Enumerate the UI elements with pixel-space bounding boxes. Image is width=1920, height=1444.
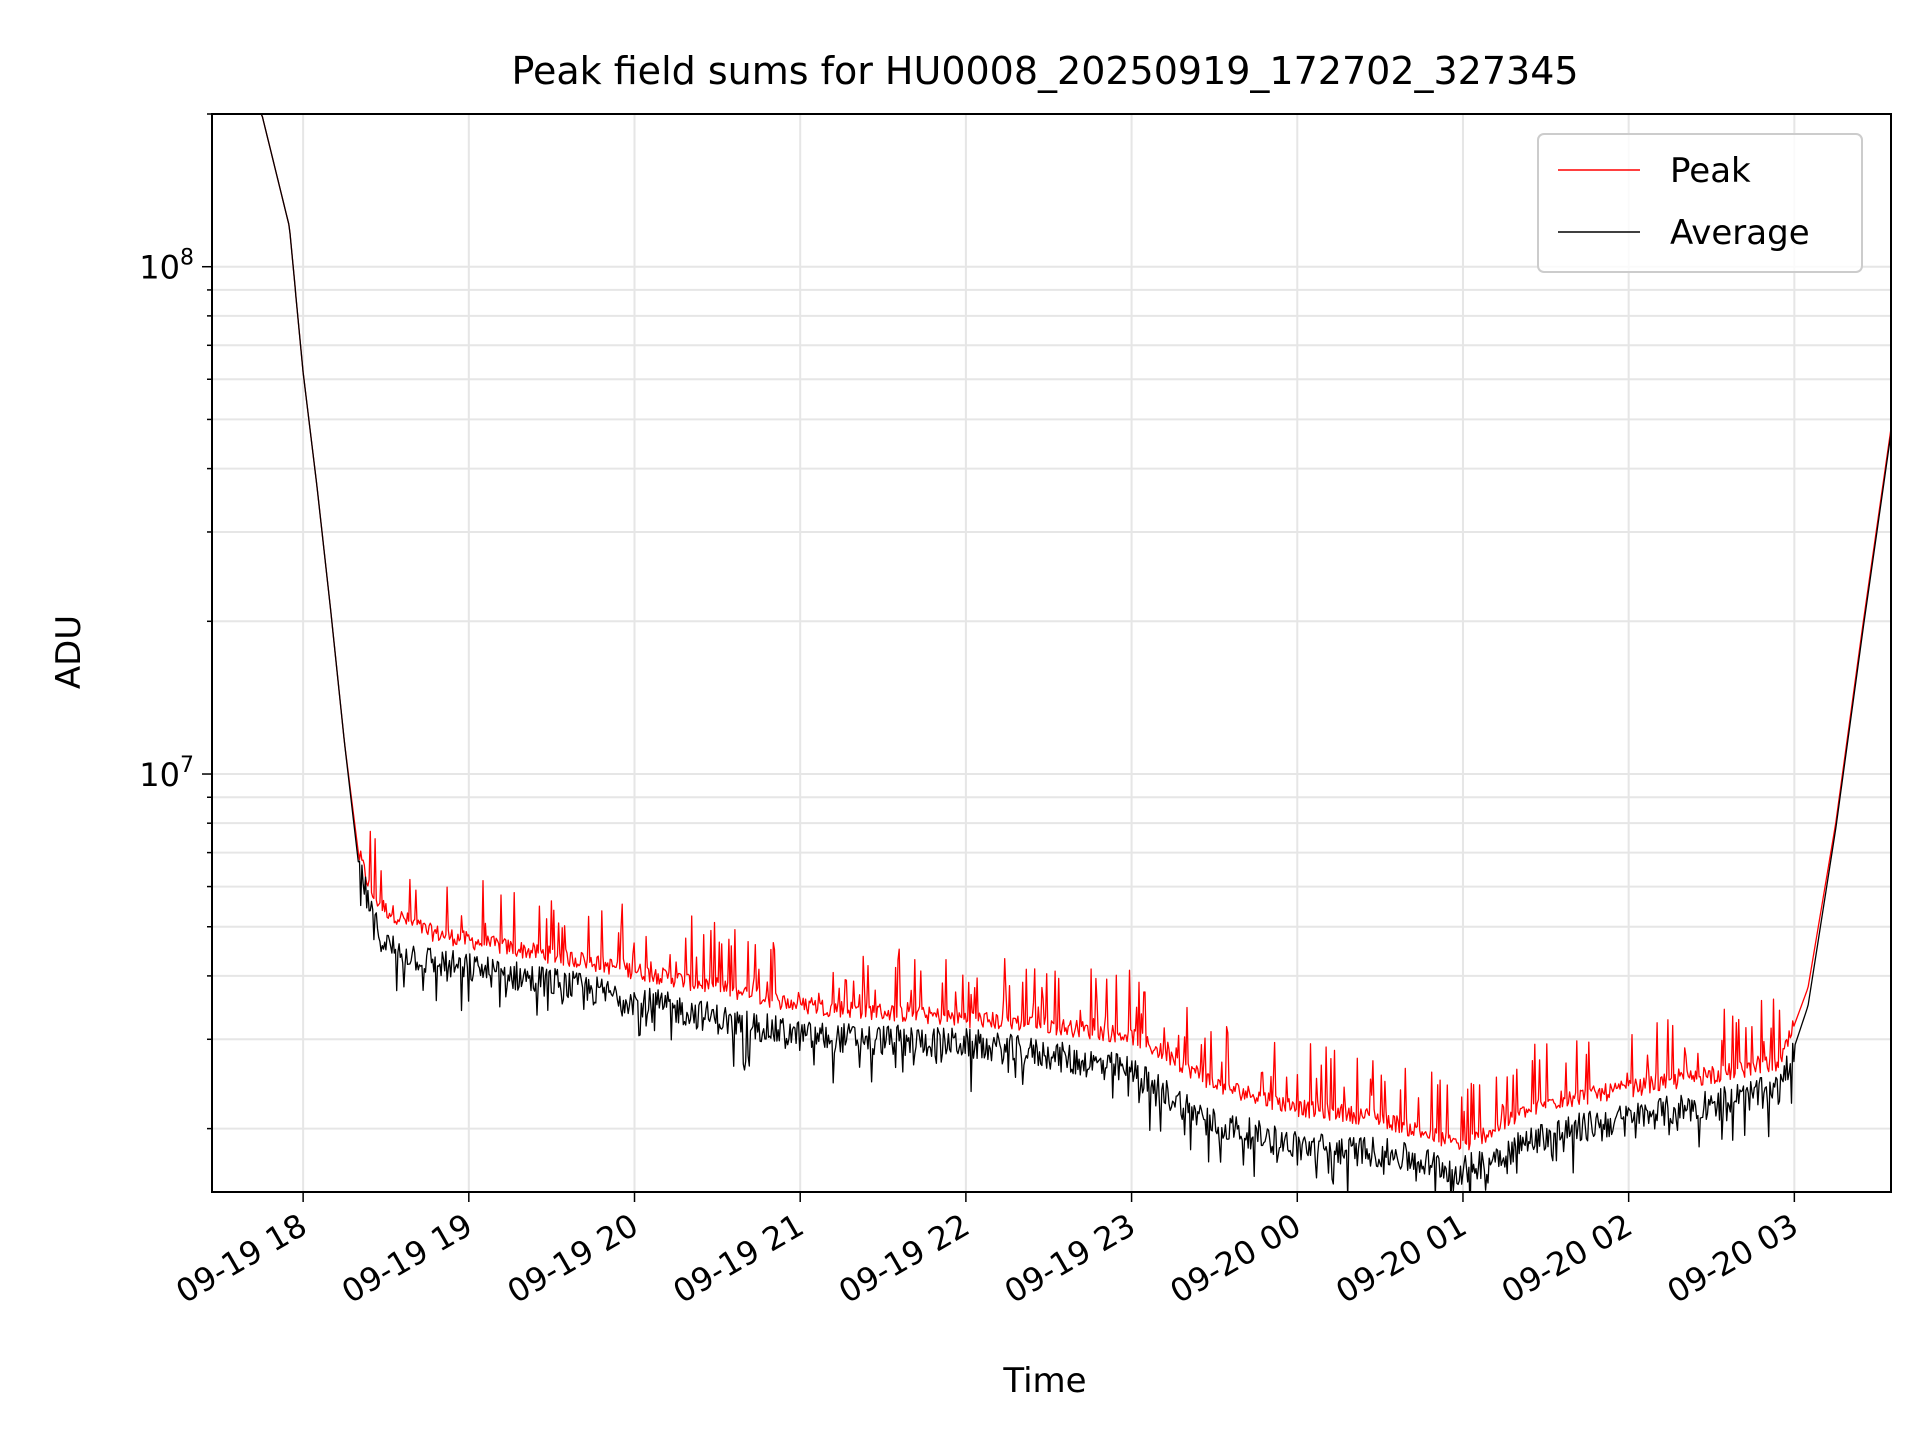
- legend-average-label: Average: [1670, 213, 1810, 253]
- series-line-average: [212, 114, 1891, 1192]
- y-axis-label: ADU: [49, 615, 89, 689]
- series-layer: [212, 114, 1891, 1192]
- plot-frame: [211, 113, 1892, 1193]
- y-tick-base: 10: [139, 756, 180, 794]
- y-tick-base: 10: [139, 249, 180, 287]
- y-tick-exponent: 8: [180, 246, 194, 271]
- legend: Peak Average: [1537, 133, 1863, 273]
- chart-title: Peak field sums for HU0008_20250919_1727…: [511, 49, 1578, 93]
- x-axis-label: Time: [1002, 1361, 1086, 1401]
- legend-peak-label: Peak: [1670, 151, 1751, 191]
- y-tick-label: 107: [139, 753, 194, 794]
- series-line-peak: [212, 114, 1891, 1151]
- legend-box: [1537, 133, 1863, 273]
- y-tick-label: 108: [139, 246, 194, 287]
- y-tick-exponent: 7: [180, 753, 194, 778]
